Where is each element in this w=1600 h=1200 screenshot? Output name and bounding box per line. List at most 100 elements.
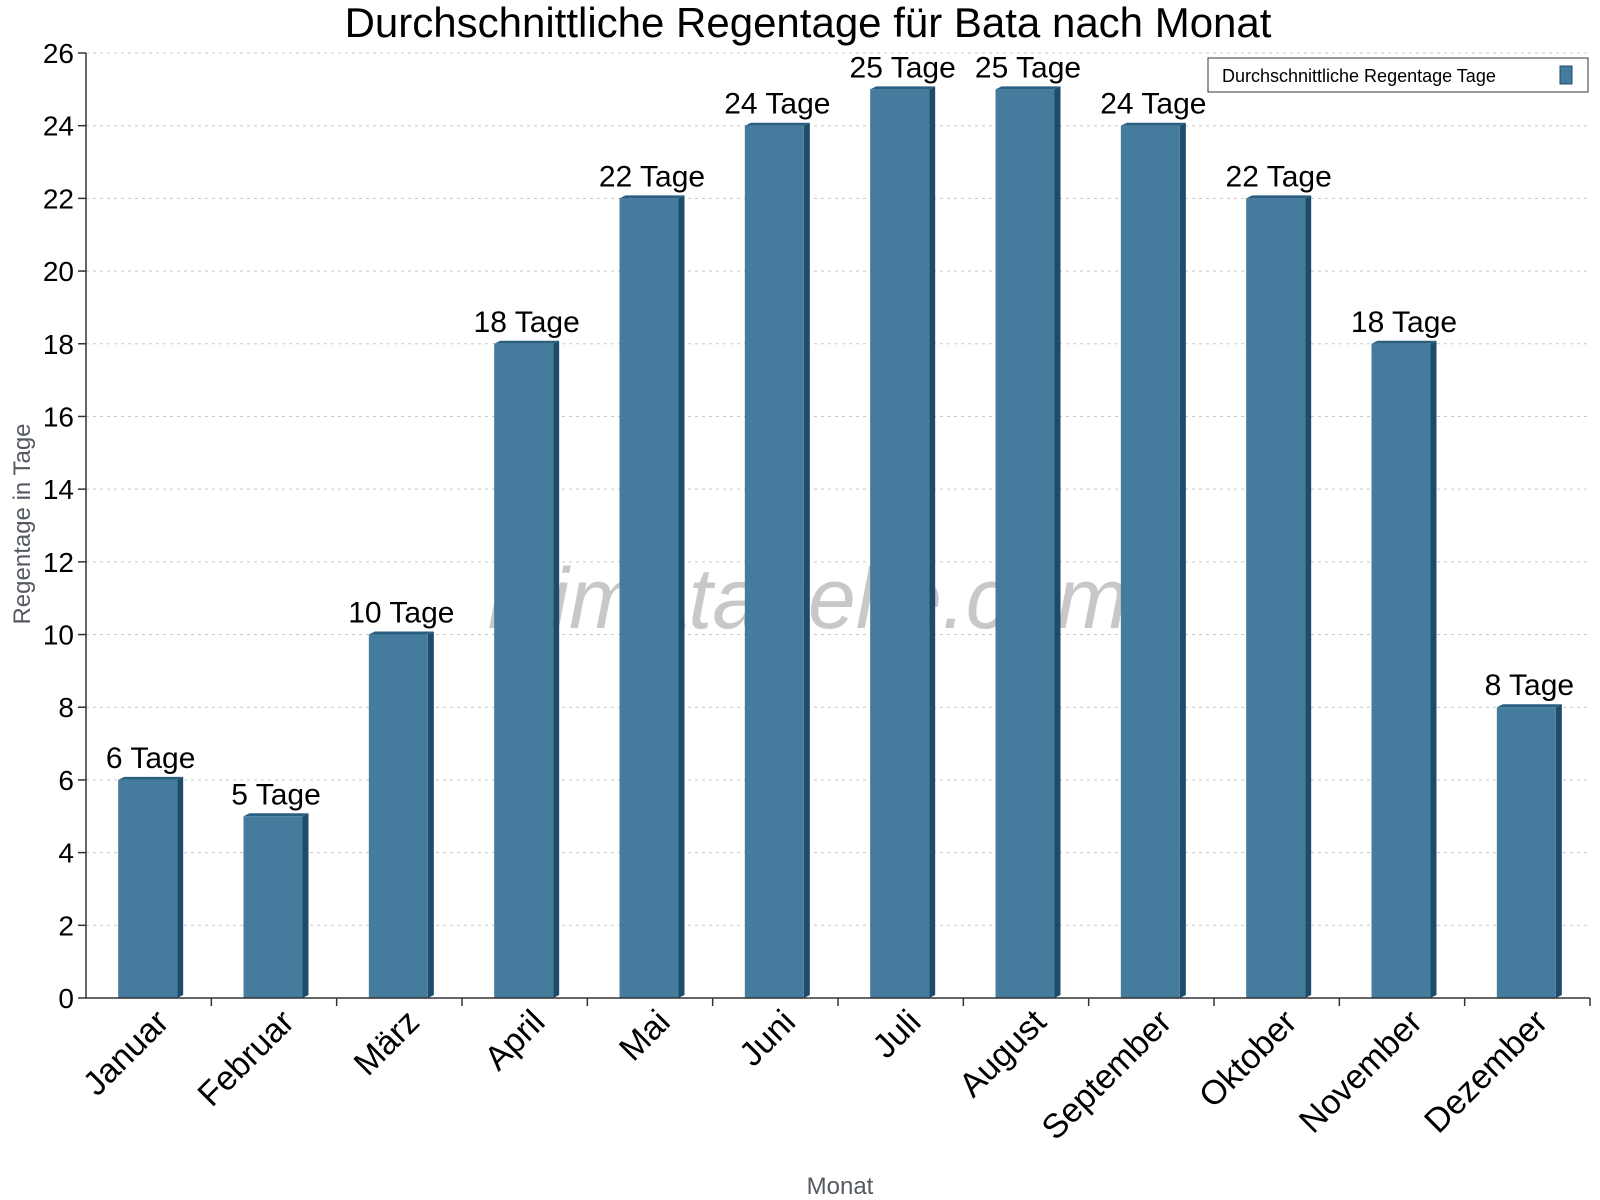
bar-front [995, 89, 1055, 999]
bar-top [1371, 340, 1437, 344]
bar-januar [118, 776, 184, 998]
data-label: 22 Tage [1226, 160, 1332, 193]
y-tick-label: 16 [43, 401, 74, 432]
bar-side [803, 122, 810, 998]
y-tick-label: 8 [58, 692, 74, 723]
x-tick-label: September [1035, 1003, 1179, 1147]
x-tick-label: August [952, 1002, 1054, 1104]
x-tick-label: Juni [732, 1003, 803, 1074]
bars [118, 86, 1562, 999]
data-label: 25 Tage [850, 51, 956, 84]
data-label: 25 Tage [975, 51, 1081, 84]
x-tick-label: Januar [76, 1003, 176, 1103]
grid-lines [86, 52, 1590, 926]
bar-top [1246, 195, 1312, 199]
bar-april [494, 340, 560, 998]
bar-front [870, 89, 930, 999]
bar-front [243, 816, 303, 998]
bar-august [995, 86, 1061, 999]
y-tick-label: 18 [43, 329, 74, 360]
bar-front [494, 343, 554, 998]
y-tick-label: 12 [43, 547, 74, 578]
bar-top [744, 122, 810, 126]
bar-front [1371, 343, 1431, 998]
bar-side [678, 195, 685, 998]
bar-top [870, 86, 936, 90]
bar-märz [368, 631, 434, 998]
bar-top [494, 340, 560, 344]
bar-side [1054, 86, 1061, 999]
legend-swatch [1559, 65, 1573, 85]
bar-side [553, 340, 560, 998]
bar-front [1496, 707, 1556, 998]
chart-title: Durchschnittliche Regentage für Bata nac… [345, 0, 1272, 46]
bar-side [177, 776, 184, 998]
y-tick-label: 2 [58, 910, 74, 941]
bar-front [744, 125, 804, 998]
bar-front [619, 198, 679, 998]
y-tick-label: 22 [43, 183, 74, 214]
data-label: 24 Tage [724, 88, 830, 121]
bar-side [427, 631, 434, 998]
bar-front [1246, 198, 1306, 998]
y-tick-label: 10 [43, 620, 74, 651]
bar-september [1120, 122, 1186, 998]
x-tick-label: Mai [612, 1003, 678, 1069]
bar-oktober [1246, 195, 1312, 998]
bar-top [368, 631, 434, 635]
data-labels: 6 Tage 5 Tage 10 Tage 18 Tage 22 Tage 24 Tage… [106, 51, 1574, 811]
bar-dezember [1496, 704, 1562, 998]
data-label: 22 Tage [599, 160, 705, 193]
bar-top [995, 86, 1061, 90]
x-tick-label: Oktober [1192, 1003, 1304, 1115]
x-tick-label: März [347, 1003, 427, 1083]
y-tick-label: 4 [58, 838, 74, 869]
axes [85, 53, 1590, 999]
bar-juli [870, 86, 936, 999]
legend: Durchschnittliche Regentage Tage [1207, 57, 1589, 93]
data-label: 6 Tage [106, 742, 196, 775]
bar-side [1179, 122, 1186, 998]
x-tick-label: Juli [865, 1003, 928, 1066]
data-label: 24 Tage [1100, 88, 1206, 121]
data-label: 18 Tage [474, 306, 580, 339]
bar-top [1496, 704, 1562, 708]
x-tick-label: Dezember [1417, 1003, 1555, 1141]
bar-front [118, 779, 178, 998]
y-tick-label: 6 [58, 765, 74, 796]
legend-entry-label: Durchschnittliche Regentage Tage [1222, 66, 1496, 86]
bar-side [1430, 340, 1437, 998]
bar-top [243, 813, 309, 817]
x-axis-label: Monat [807, 1173, 874, 1200]
bar-top [619, 195, 685, 199]
y-tick-label: 20 [43, 256, 74, 287]
bar-top [118, 776, 184, 780]
bar-februar [243, 813, 309, 998]
y-tick-label: 0 [58, 983, 74, 1014]
x-tick-label: Februar [191, 1003, 302, 1114]
bar-juni [744, 122, 810, 998]
bar-mai [619, 195, 685, 998]
y-tick-label: 24 [43, 111, 74, 142]
bar-side [1555, 704, 1562, 998]
y-axis-label: Regentage in Tage [9, 423, 36, 624]
data-label: 5 Tage [231, 778, 321, 811]
x-tick-label: November [1292, 1003, 1430, 1141]
y-tick-label: 26 [43, 38, 74, 69]
bar-side [929, 86, 936, 999]
y-tick-label: 14 [43, 474, 74, 505]
bar-side [1305, 195, 1312, 998]
bar-front [368, 634, 428, 998]
data-label: 18 Tage [1351, 306, 1457, 339]
x-axis-ticks: Januar Februar März April Mai Juni Juli AugustS… [76, 998, 1591, 1147]
data-label: 8 Tage [1485, 669, 1575, 702]
x-tick-label: April [477, 1003, 552, 1078]
bar-front [1120, 125, 1180, 998]
data-label: 10 Tage [348, 597, 454, 630]
legend-box [1207, 57, 1589, 93]
bar-top [1120, 122, 1186, 126]
bar-side [302, 813, 309, 998]
bar-november [1371, 340, 1437, 998]
